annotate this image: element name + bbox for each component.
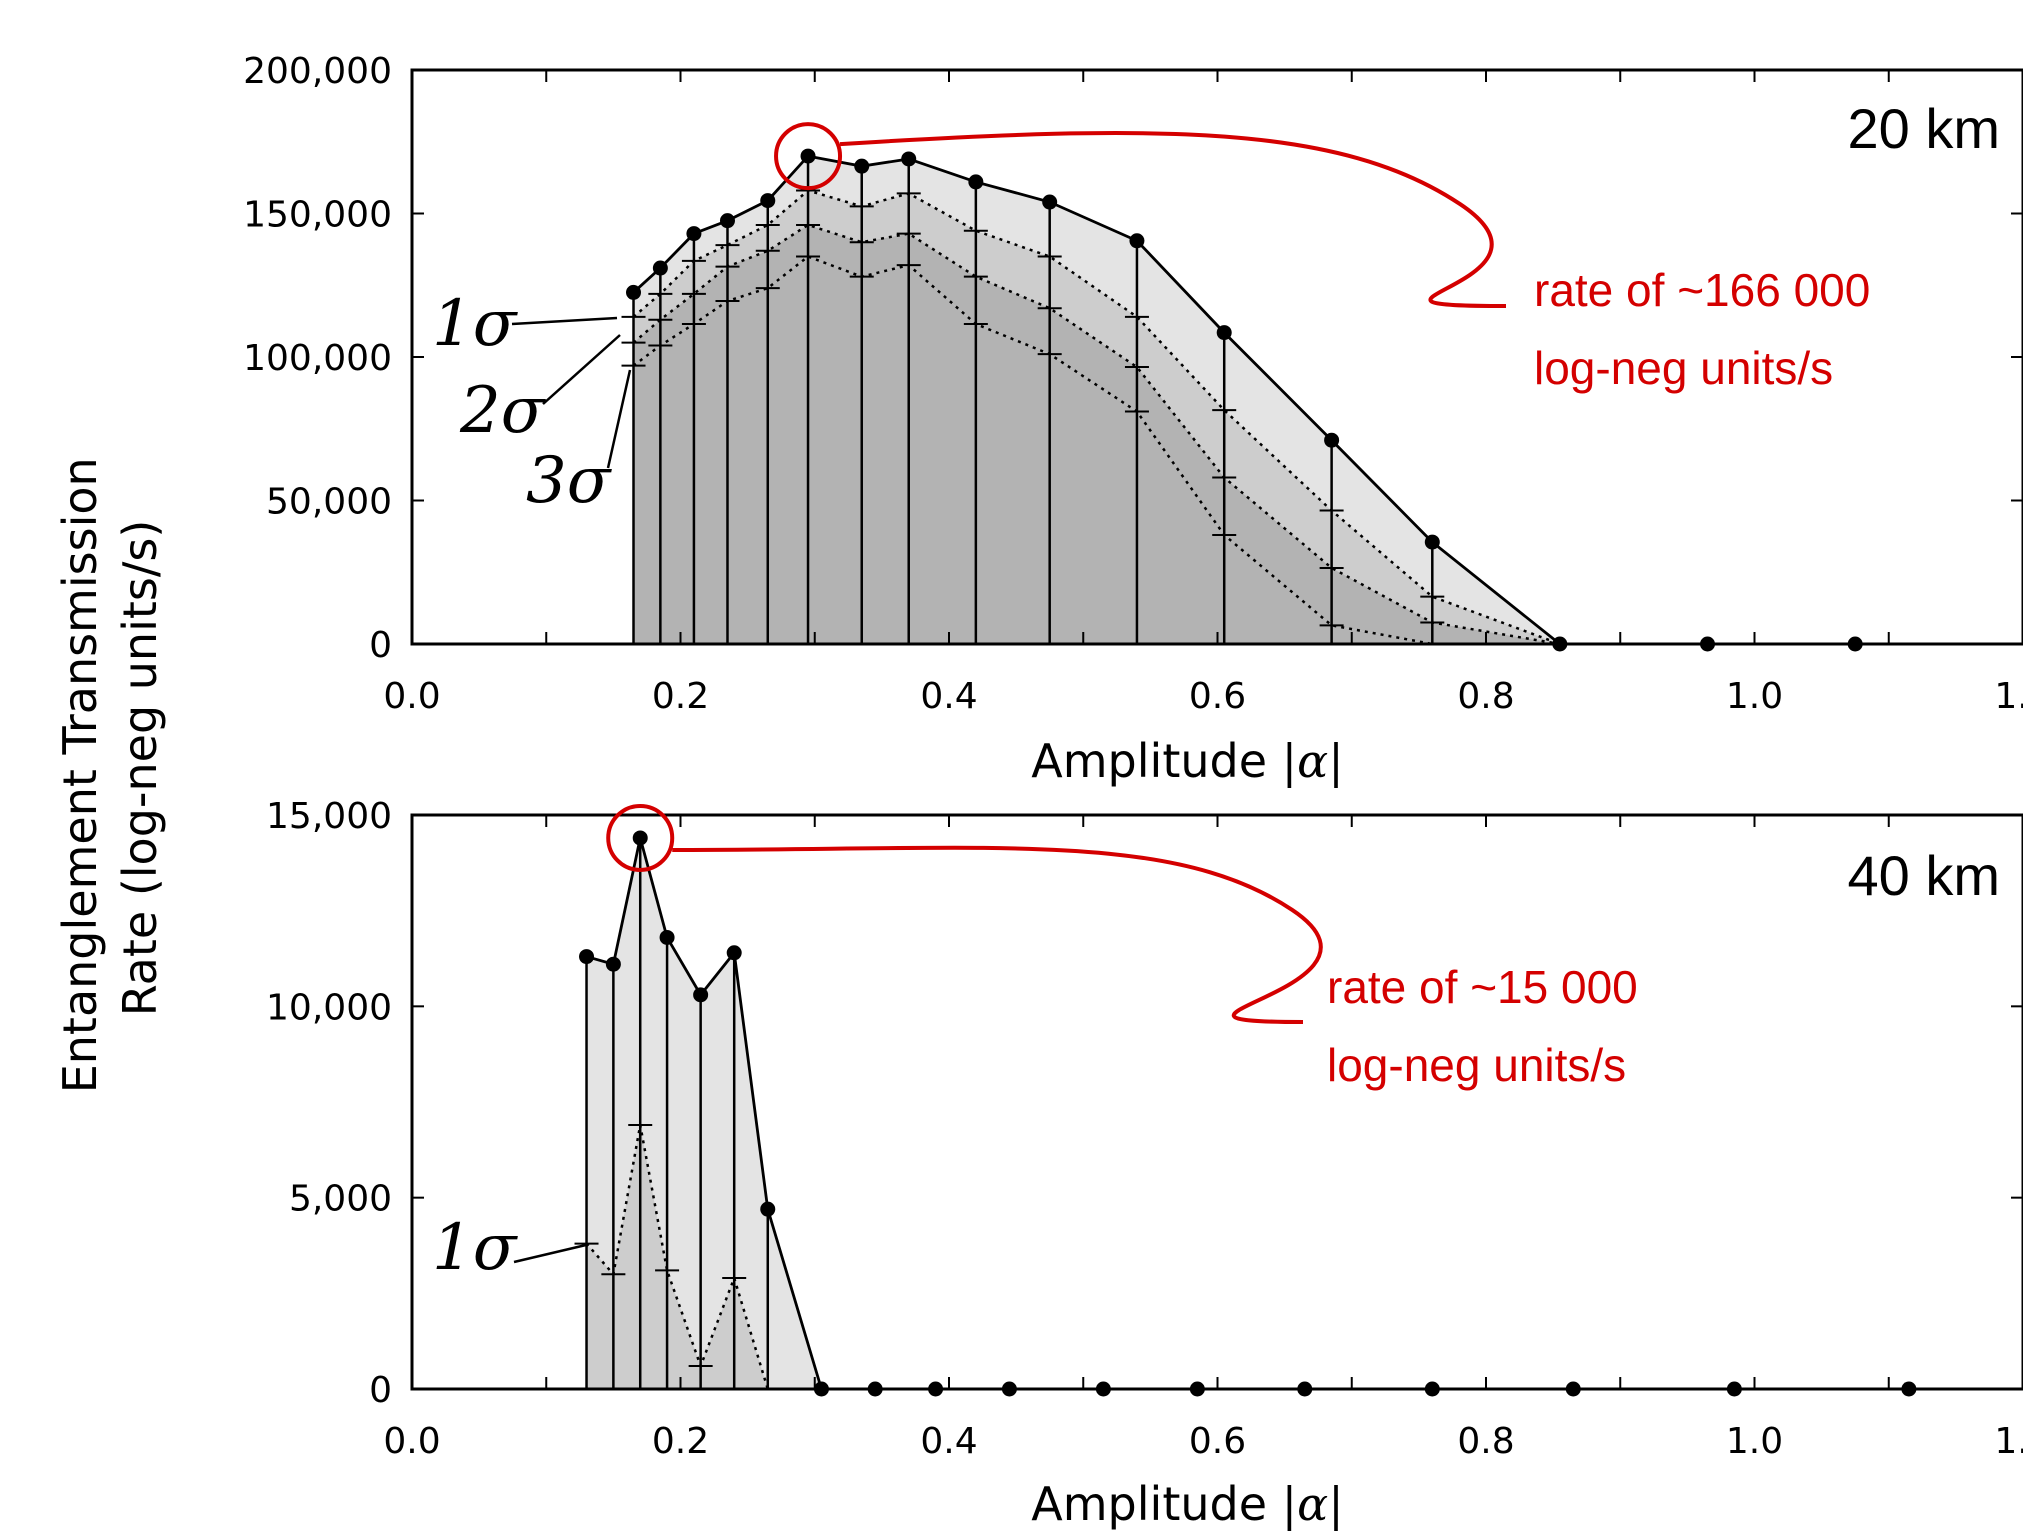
- y-tick-label: 150,000: [243, 195, 392, 236]
- x-tick-label: 1.0: [1726, 1421, 1783, 1462]
- sigma-leader-line: [513, 1243, 587, 1264]
- sigma-leader-line: [511, 316, 618, 326]
- annotation-line-2: log-neg units/s: [1534, 342, 1833, 394]
- data-point: [605, 956, 621, 972]
- x-axis-title: Amplitude |α|: [1031, 1477, 1343, 1531]
- sigma-line-2σ: [632, 223, 2023, 646]
- x-axis-title: Amplitude |α|: [1031, 734, 1343, 788]
- data-point: [800, 148, 816, 164]
- data-point: [1042, 194, 1058, 210]
- panel-40km: 0.0 0.2 0.4 0.6 0.8 1.0 1.2 0 5,000 10,000 15,000 A…: [266, 796, 2023, 1531]
- x-tick-label: 0.8: [1457, 676, 1514, 717]
- data-point: [579, 949, 595, 965]
- data-point: [854, 158, 870, 174]
- band-mean: [586, 837, 1909, 1389]
- x-tick-label: 0.2: [652, 1421, 709, 1462]
- y-tick-label: 0: [369, 1370, 392, 1411]
- panel-label: 20 km: [1848, 97, 2001, 160]
- annotation-line-1: rate of ~166 000: [1534, 264, 1870, 316]
- y-axis-title-line-1: Entanglement Transmission: [53, 457, 107, 1093]
- band-1σ: [633, 190, 2023, 644]
- annotation-connector: [672, 845, 1323, 1024]
- data-point: [901, 151, 917, 167]
- data-point: [760, 1201, 776, 1217]
- y-tick-label: 0: [369, 625, 392, 666]
- y-tick-label: 100,000: [243, 338, 392, 379]
- data-point: [1324, 432, 1340, 448]
- data-point: [760, 193, 776, 209]
- x-tick-label: 0.4: [920, 1421, 977, 1462]
- x-tick-label: 0.4: [920, 676, 977, 717]
- x-tick-label: 1.2: [1994, 676, 2023, 717]
- sigma-line-1σ: [632, 189, 2023, 646]
- x-tick-label: 0.8: [1457, 1421, 1514, 1462]
- x-tick-label: 1.2: [1994, 1421, 2023, 1462]
- data-point: [726, 945, 742, 961]
- x-tick-label: 0.6: [1189, 676, 1246, 717]
- annotation-line-1: rate of ~15 000: [1327, 961, 1638, 1013]
- peak-highlight-circle: [606, 803, 675, 872]
- data-point: [652, 260, 668, 276]
- panel-label: 40 km: [1848, 844, 2001, 907]
- x-tick-label: 0.0: [383, 676, 440, 717]
- y-tick-label: 200,000: [243, 51, 392, 92]
- data-point: [626, 284, 642, 300]
- sigma-leader-line: [542, 334, 621, 405]
- x-tick-label: 0.0: [383, 1421, 440, 1462]
- x-tick-label: 0.2: [652, 676, 709, 717]
- data-point: [968, 174, 984, 190]
- y-tick-label: 15,000: [266, 796, 392, 837]
- data-point: [693, 987, 709, 1003]
- sigma-label: 1σ: [432, 1211, 519, 1285]
- peak-highlight-circle: [774, 122, 843, 191]
- y-axis-title: Entanglement Transmission Rate (log-neg …: [53, 443, 167, 1094]
- annotation-connector: [839, 131, 1507, 308]
- x-tick-label: 0.6: [1189, 1421, 1246, 1462]
- sigma-line-3σ: [632, 255, 2023, 646]
- sigma-label: 3σ: [526, 444, 613, 518]
- x-tick-label: 1.0: [1726, 676, 1783, 717]
- y-tick-label: 5,000: [289, 1179, 392, 1220]
- panel-20km: 0.0 0.2 0.4 0.6 0.8 1.0 1.2 0 50,000 100,000 150,0…: [243, 51, 2023, 788]
- y-axis-title-line-2: Rate (log-neg units/s): [113, 520, 167, 1017]
- data-point: [632, 830, 648, 846]
- data-point: [1424, 534, 1440, 550]
- band-2σ: [633, 224, 2023, 644]
- data-point: [659, 929, 675, 945]
- data-point: [686, 226, 702, 242]
- data-point: [1129, 233, 1145, 249]
- sigma-label: 1σ: [432, 287, 519, 361]
- band-1σ: [586, 1124, 1909, 1389]
- sigma-label: 2σ: [459, 374, 547, 448]
- band-3σ: [633, 256, 2023, 644]
- y-tick-label: 50,000: [266, 482, 392, 523]
- y-tick-label: 10,000: [266, 987, 392, 1028]
- sigma-leader-line: [606, 369, 632, 469]
- data-point: [1216, 325, 1232, 341]
- data-point: [719, 213, 735, 229]
- annotation-line-2: log-neg units/s: [1327, 1039, 1626, 1091]
